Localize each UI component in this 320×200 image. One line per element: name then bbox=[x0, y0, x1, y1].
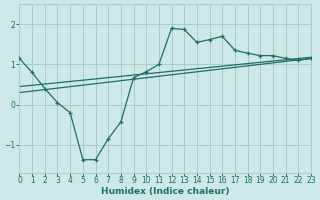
X-axis label: Humidex (Indice chaleur): Humidex (Indice chaleur) bbox=[101, 187, 229, 196]
